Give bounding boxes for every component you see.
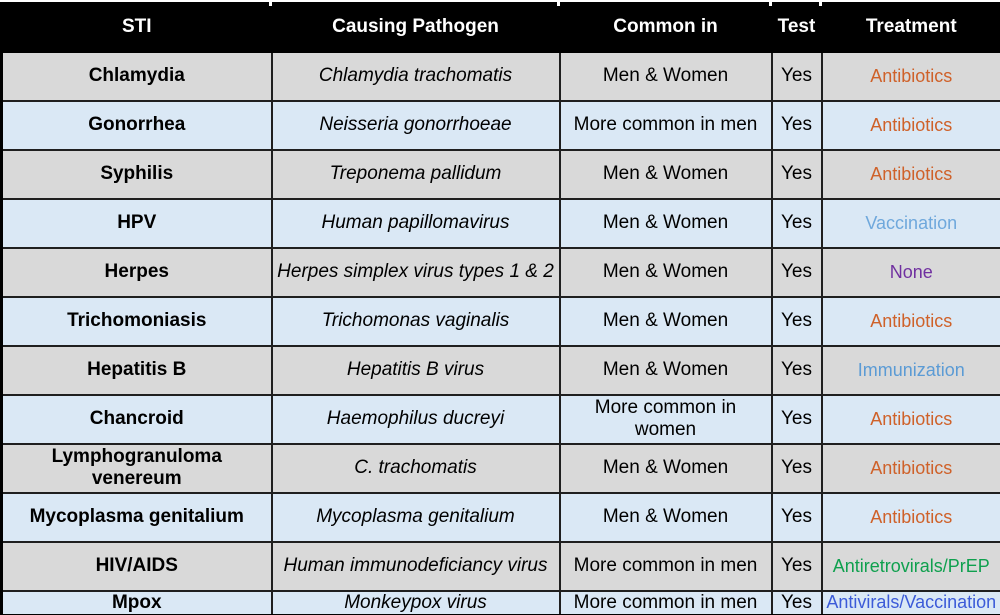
- header-grid-notch: [769, 0, 772, 6]
- pathogen-cell: Herpes simplex virus types 1 & 2: [270, 246, 561, 298]
- table-row: Chlamydia Chlamydia trachomatis Men & Wo…: [0, 50, 1000, 102]
- test-cell: Yes: [770, 442, 823, 494]
- sti-name-cell: Mycoplasma genitalium: [0, 491, 273, 543]
- common-in-cell: Men & Women: [558, 344, 773, 396]
- table-row: HIV/AIDS Human immunodeficiancy virus Mo…: [0, 540, 1000, 592]
- treatment-cell: Vaccination: [820, 197, 1000, 249]
- test-cell: Yes: [770, 393, 823, 445]
- pathogen-cell: Human immunodeficiancy virus: [270, 540, 561, 592]
- pathogen-cell: Haemophilus ducreyi: [270, 393, 561, 445]
- sti-name-cell: Hepatitis B: [0, 344, 273, 396]
- sti-name-cell: Lymphogranuloma venereum: [0, 442, 273, 494]
- table-row: Hepatitis B Hepatitis B virus Men & Wome…: [0, 344, 1000, 396]
- test-cell: Yes: [770, 99, 823, 151]
- test-cell: Yes: [770, 589, 823, 615]
- column-header-common-in: Common in: [558, 0, 773, 53]
- pathogen-cell: Human papillomavirus: [270, 197, 561, 249]
- treatment-cell: Antibiotics: [820, 295, 1000, 347]
- table-row: Chancroid Haemophilus ducreyi More commo…: [0, 393, 1000, 445]
- treatment-cell: Immunization: [820, 344, 1000, 396]
- pathogen-cell: Trichomonas vaginalis: [270, 295, 561, 347]
- common-in-cell: Men & Women: [558, 50, 773, 102]
- common-in-cell: Men & Women: [558, 197, 773, 249]
- treatment-cell: Antiretrovirals/PrEP: [820, 540, 1000, 592]
- table-row: Gonorrhea Neisseria gonorrhoeae More com…: [0, 99, 1000, 151]
- common-in-cell: Men & Women: [558, 295, 773, 347]
- treatment-cell: None: [820, 246, 1000, 298]
- pathogen-cell: Monkeypox virus: [270, 589, 561, 615]
- header-row: STI Causing Pathogen Common in Test Trea…: [0, 0, 1000, 53]
- test-cell: Yes: [770, 246, 823, 298]
- treatment-cell: Antibiotics: [820, 50, 1000, 102]
- test-cell: Yes: [770, 50, 823, 102]
- pathogen-cell: Chlamydia trachomatis: [270, 50, 561, 102]
- sti-name-cell: HIV/AIDS: [0, 540, 273, 592]
- table-row: Mpox Monkeypox virus More common in men …: [0, 589, 1000, 615]
- common-in-cell: More common in men: [558, 540, 773, 592]
- treatment-cell: Antivirals/Vaccination: [820, 589, 1000, 615]
- sti-name-cell: Chlamydia: [0, 50, 273, 102]
- sti-name-cell: Trichomoniasis: [0, 295, 273, 347]
- common-in-cell: Men & Women: [558, 491, 773, 543]
- pathogen-cell: Treponema pallidum: [270, 148, 561, 200]
- column-header-sti: STI: [0, 0, 273, 53]
- treatment-cell: Antibiotics: [820, 491, 1000, 543]
- common-in-cell: More common in men: [558, 99, 773, 151]
- common-in-cell: Men & Women: [558, 246, 773, 298]
- column-header-test: Test: [770, 0, 823, 53]
- table-row: Trichomoniasis Trichomonas vaginalis Men…: [0, 295, 1000, 347]
- pathogen-cell: Neisseria gonorrhoeae: [270, 99, 561, 151]
- sti-name-cell: Chancroid: [0, 393, 273, 445]
- sti-name-cell: Herpes: [0, 246, 273, 298]
- column-header-treatment: Treatment: [820, 0, 1000, 53]
- test-cell: Yes: [770, 344, 823, 396]
- test-cell: Yes: [770, 295, 823, 347]
- table-row: Lymphogranuloma venereum C. trachomatis …: [0, 442, 1000, 494]
- pathogen-cell: Hepatitis B virus: [270, 344, 561, 396]
- table-row: HPV Human papillomavirus Men & Women Yes…: [0, 197, 1000, 249]
- table-body: Chlamydia Chlamydia trachomatis Men & Wo…: [0, 50, 1000, 615]
- header-grid-notch: [557, 0, 560, 6]
- table-top-gridline: [0, 0, 1000, 2]
- common-in-cell: Men & Women: [558, 148, 773, 200]
- pathogen-cell: Mycoplasma genitalium: [270, 491, 561, 543]
- table-row: Mycoplasma genitalium Mycoplasma genital…: [0, 491, 1000, 543]
- column-header-pathogen: Causing Pathogen: [270, 0, 561, 53]
- header-grid-notch: [819, 0, 822, 6]
- test-cell: Yes: [770, 540, 823, 592]
- common-in-cell: Men & Women: [558, 442, 773, 494]
- header-grid-notch: [269, 0, 272, 6]
- pathogen-cell: C. trachomatis: [270, 442, 561, 494]
- treatment-cell: Antibiotics: [820, 442, 1000, 494]
- treatment-cell: Antibiotics: [820, 148, 1000, 200]
- table-header: STI Causing Pathogen Common in Test Trea…: [0, 0, 1000, 53]
- test-cell: Yes: [770, 148, 823, 200]
- sti-name-cell: Mpox: [0, 589, 273, 615]
- treatment-cell: Antibiotics: [820, 99, 1000, 151]
- table-row: Syphilis Treponema pallidum Men & Women …: [0, 148, 1000, 200]
- sti-name-cell: Syphilis: [0, 148, 273, 200]
- test-cell: Yes: [770, 491, 823, 543]
- sti-name-cell: Gonorrhea: [0, 99, 273, 151]
- table-row: Herpes Herpes simplex virus types 1 & 2 …: [0, 246, 1000, 298]
- common-in-cell: More common in men: [558, 589, 773, 615]
- common-in-cell: More common in women: [558, 393, 773, 445]
- sti-name-cell: HPV: [0, 197, 273, 249]
- test-cell: Yes: [770, 197, 823, 249]
- treatment-cell: Antibiotics: [820, 393, 1000, 445]
